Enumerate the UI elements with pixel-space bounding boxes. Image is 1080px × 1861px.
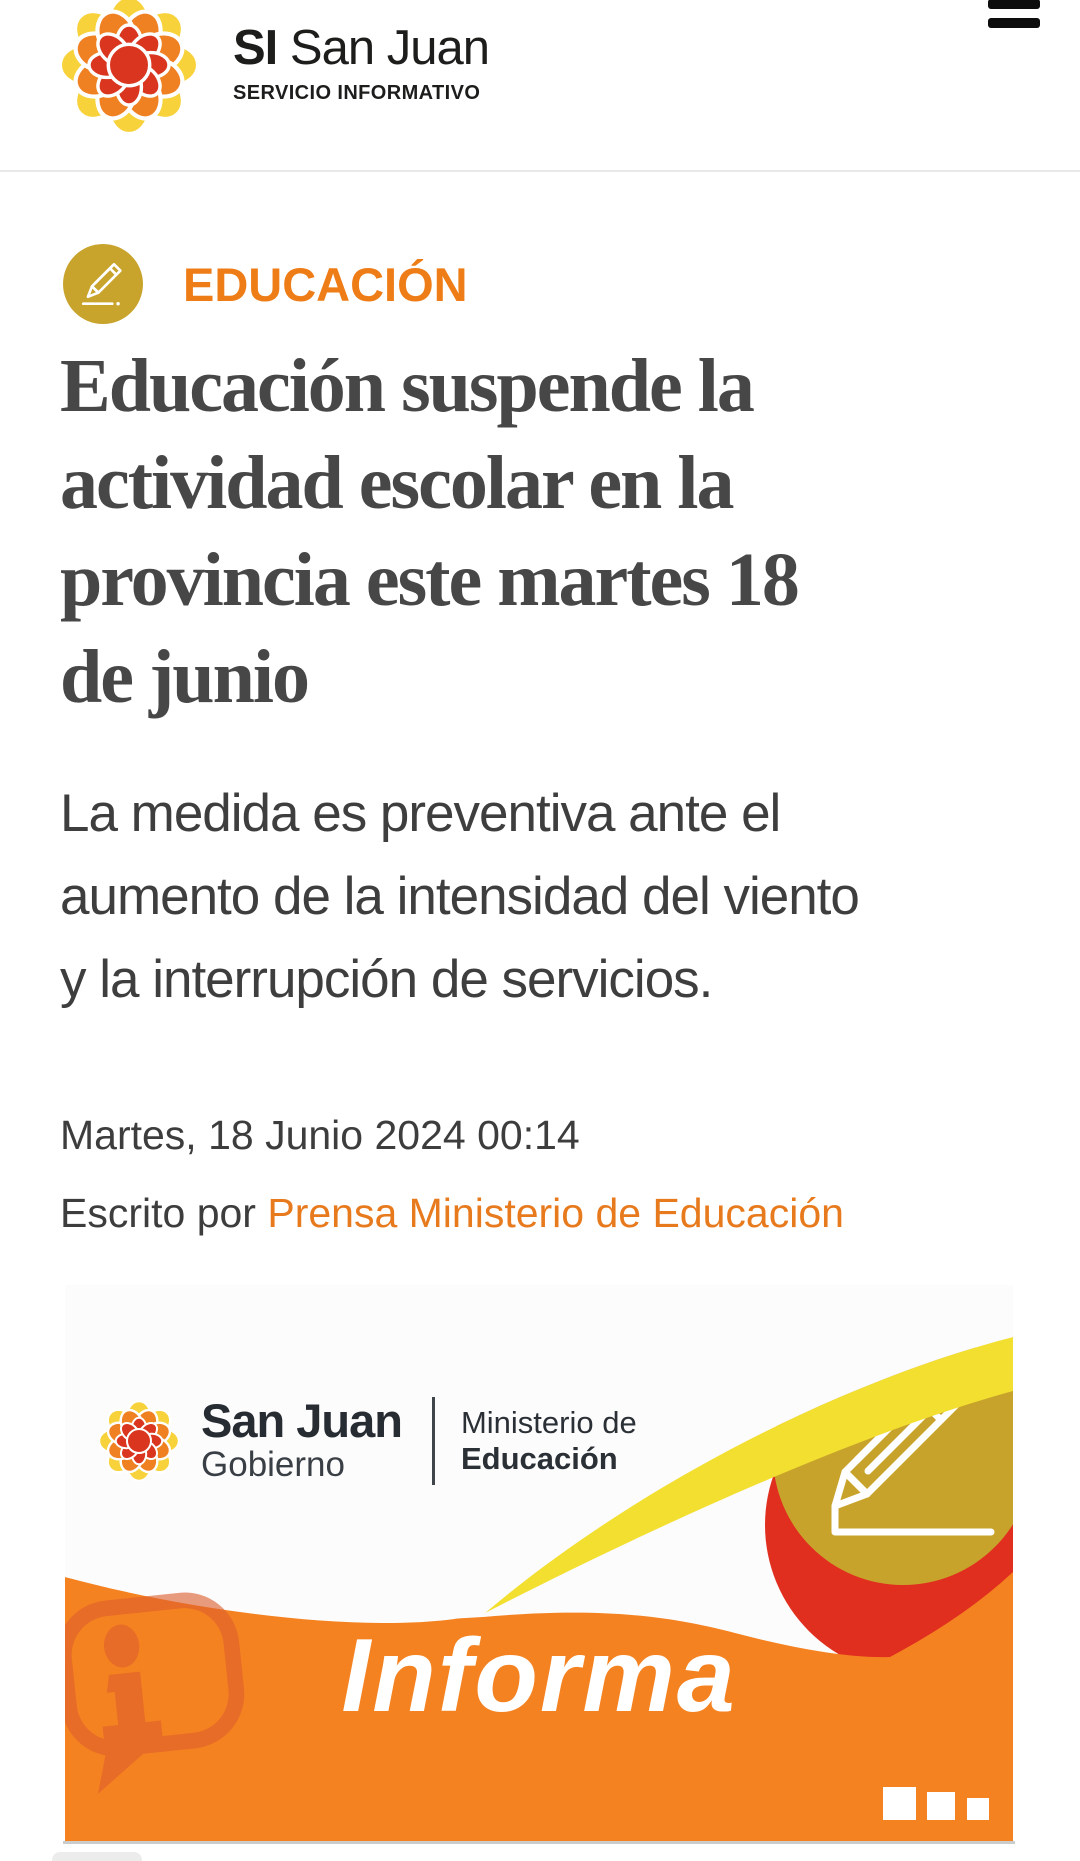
logo-divider xyxy=(431,1397,435,1485)
ministry-block: Ministerio de Educación xyxy=(461,1405,637,1477)
brand-title: SI San Juan xyxy=(233,20,490,76)
byline-prefix: Escrito por xyxy=(60,1190,268,1236)
brand-si: SI xyxy=(233,21,278,75)
title-line: de junio xyxy=(60,635,310,719)
menu-button[interactable] xyxy=(988,0,1040,40)
flower-logo-icon xyxy=(60,0,198,134)
share-widget-partial[interactable] xyxy=(52,1852,142,1861)
info-bubble-icon xyxy=(65,1592,245,1794)
pencil-icon xyxy=(81,262,122,306)
title-line: provincia este martes 18 xyxy=(60,538,800,622)
brand-tagline: SERVICIO INFORMATIVO xyxy=(233,82,481,104)
site-header: SI San Juan SERVICIO INFORMATIVO xyxy=(0,0,1080,172)
category-label: EDUCACIÓN xyxy=(183,257,468,311)
category-badge xyxy=(63,244,143,324)
decor-square xyxy=(927,1792,955,1820)
gov-flower-icon xyxy=(99,1401,179,1481)
image-divider xyxy=(63,1841,1015,1844)
government-logo-row: San Juan Gobierno Ministerio de Educació… xyxy=(99,1397,637,1485)
decor-square xyxy=(883,1787,916,1820)
byline: Escrito por Prensa Ministerio de Educaci… xyxy=(60,1190,844,1237)
brand-sanjuan: San Juan xyxy=(289,21,490,75)
title-line: actividad escolar en la xyxy=(60,441,734,525)
article-image[interactable]: San Juan Gobierno Ministerio de Educació… xyxy=(65,1285,1013,1841)
subtitle-line: aumento de la intensidad del viento xyxy=(60,867,860,926)
article-subtitle: La medida es preventiva ante el aumento … xyxy=(60,772,1040,1021)
subtitle-line: La medida es preventiva ante el xyxy=(60,784,781,843)
subtitle-line: y la interrupción de servicios. xyxy=(60,950,713,1009)
gov-dept: Gobierno xyxy=(201,1445,345,1484)
title-line: Educación suspende la xyxy=(60,344,755,428)
gov-name: San Juan xyxy=(201,1394,403,1447)
brand-text: SI San Juan SERVICIO INFORMATIVO xyxy=(233,20,490,105)
article-title: Educación suspende la actividad escolar … xyxy=(60,338,1020,726)
banner-headline: Informa xyxy=(341,1618,737,1734)
publish-date: Martes, 18 Junio 2024 00:14 xyxy=(60,1112,580,1158)
banner-graphic xyxy=(65,1285,1013,1841)
category-link[interactable]: EDUCACIÓN xyxy=(63,244,468,324)
gov-name-block: San Juan Gobierno xyxy=(201,1394,403,1485)
ministry-line1: Ministerio de xyxy=(460,1405,637,1440)
ministry-line2: Educación xyxy=(460,1441,618,1476)
site-logo[interactable]: SI San Juan SERVICIO INFORMATIVO xyxy=(60,0,660,146)
decor-square xyxy=(967,1798,989,1820)
author-link[interactable]: Prensa Ministerio de Educación xyxy=(267,1190,844,1236)
